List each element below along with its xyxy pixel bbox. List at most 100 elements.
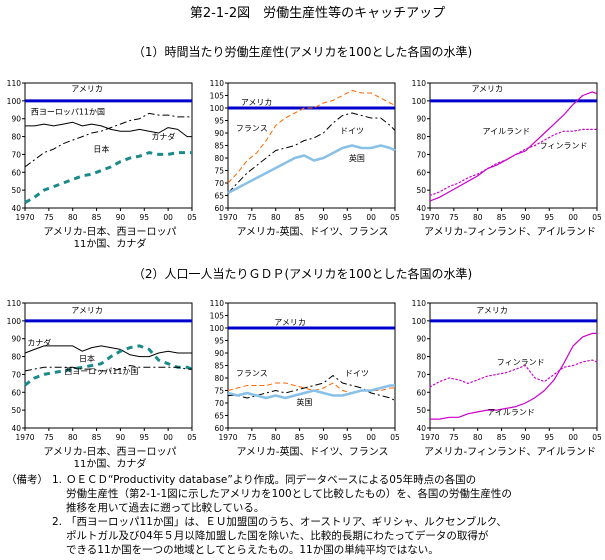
y-tick-label: 70 bbox=[416, 150, 426, 159]
section1-title: （1）時間当たり労働生産性(アメリカを100とした各国の水準) bbox=[132, 45, 473, 59]
x-tick-label: 75 bbox=[44, 433, 54, 442]
series-label: 英国 bbox=[296, 397, 312, 407]
notes-prefix: （備考） bbox=[6, 474, 48, 486]
chart-hourly-productivity-japan-europe-canada: 40 50 60 70 80 90 100 110 1970 75 80 85 90 95 00 05 アメリカ… bbox=[7, 79, 197, 222]
x-tick-label: 00 bbox=[568, 213, 578, 222]
series-label: アメリカ bbox=[241, 98, 273, 107]
x-tick-label: 05 bbox=[187, 213, 197, 222]
x-tick-label: 95 bbox=[545, 433, 555, 442]
x-tick-label: 1970 bbox=[15, 433, 34, 442]
figure-title: 第2-1-2図 労働生産性等のキャッチアップ bbox=[189, 6, 446, 21]
x-tick-label: 75 bbox=[247, 433, 257, 442]
note2-line3: できる11か国を一つの地域としてとらえたもの。11か国の単純平均ではない。 bbox=[66, 544, 439, 556]
plot-frame bbox=[227, 302, 396, 429]
x-tick-label: 75 bbox=[449, 433, 459, 442]
x-tick-label: 85 bbox=[92, 213, 102, 222]
series-label: フランス bbox=[236, 124, 268, 133]
series-label: フィンランド bbox=[540, 142, 588, 151]
x-tick-label: 05 bbox=[390, 213, 400, 222]
series-line bbox=[24, 344, 193, 387]
series-label: アメリカ bbox=[71, 306, 103, 315]
y-tick-label: 60 bbox=[416, 168, 426, 177]
y-tick-label: 60 bbox=[214, 424, 224, 433]
x-tick-label: 95 bbox=[343, 433, 353, 442]
x-tick-label: 85 bbox=[295, 433, 305, 442]
x-tick-label: 1970 bbox=[15, 213, 34, 222]
x-tick-label: 85 bbox=[92, 433, 102, 442]
y-tick-label: 80 bbox=[11, 353, 21, 362]
y-tick-label: 100 bbox=[412, 317, 427, 326]
x-tick-label: 85 bbox=[497, 213, 507, 222]
chart5-caption: アメリカ-英国、ドイツ、フランス bbox=[236, 447, 389, 458]
y-tick-label: 70 bbox=[214, 179, 224, 188]
chart-gdp-per-capita-japan-europe-canada: 40 50 60 70 80 90 100 110 1970 75 80 85 90 95 00 05 アメリカ… bbox=[7, 299, 197, 442]
y-tick-label: 60 bbox=[214, 204, 224, 213]
series-label: カナダ bbox=[27, 337, 51, 347]
series-label: フランス bbox=[236, 369, 268, 378]
y-tick-label: 105 bbox=[210, 312, 225, 321]
y-tick-label: 95 bbox=[214, 117, 224, 126]
x-tick-label: 1970 bbox=[420, 433, 439, 442]
series-label: 日本 bbox=[79, 353, 95, 363]
series-line bbox=[430, 332, 597, 420]
y-tick-label: 105 bbox=[210, 92, 225, 101]
note1-line3: 推移を用いて過去に遡って比較している。 bbox=[66, 502, 265, 514]
x-tick-label: 90 bbox=[521, 433, 531, 442]
chart6-caption: アメリカ-フィンランド、アイルランド bbox=[423, 447, 596, 458]
y-tick-label: 40 bbox=[416, 424, 426, 433]
y-tick-label: 90 bbox=[416, 115, 426, 124]
x-tick-label: 90 bbox=[319, 213, 329, 222]
y-tick-label: 85 bbox=[214, 142, 224, 151]
y-tick-label: 50 bbox=[416, 186, 426, 195]
chart3-caption: アメリカ-フィンランド、アイルランド bbox=[423, 227, 596, 238]
y-tick-label: 80 bbox=[11, 133, 21, 142]
y-tick-label: 90 bbox=[11, 115, 21, 124]
series-line bbox=[227, 90, 396, 184]
y-tick-label: 75 bbox=[214, 167, 224, 176]
y-tick-label: 110 bbox=[412, 299, 427, 308]
x-tick-label: 95 bbox=[140, 213, 150, 222]
series-label: アメリカ bbox=[471, 84, 503, 93]
y-tick-label: 70 bbox=[416, 370, 426, 379]
y-tick-label: 40 bbox=[11, 424, 21, 433]
y-tick-label: 40 bbox=[11, 204, 21, 213]
chart-hourly-productivity-uk-germany-france: 60 65 70 75 80 85 90 95 100 105 110 1970 75 80 85 90 95 0… bbox=[210, 79, 400, 222]
y-tick-label: 50 bbox=[11, 406, 21, 415]
y-tick-label: 100 bbox=[7, 97, 22, 106]
x-tick-label: 05 bbox=[390, 433, 400, 442]
y-tick-label: 100 bbox=[210, 104, 225, 113]
x-tick-label: 95 bbox=[140, 433, 150, 442]
y-tick-label: 110 bbox=[210, 299, 225, 308]
y-tick-label: 80 bbox=[416, 133, 426, 142]
note2-line1: 「西ヨーロッパ11か国」は、ＥＵ加盟国のうち、オーストリア、ギリシャ、ルクセンブ… bbox=[66, 516, 507, 528]
series-label: アメリカ bbox=[274, 318, 306, 327]
series-line bbox=[24, 365, 192, 372]
x-tick-label: 90 bbox=[521, 213, 531, 222]
y-tick-label: 95 bbox=[214, 337, 224, 346]
y-tick-label: 80 bbox=[416, 353, 426, 362]
x-tick-label: 00 bbox=[163, 213, 173, 222]
y-tick-label: 65 bbox=[214, 192, 224, 201]
series-label: 日本 bbox=[93, 144, 109, 154]
note1-line1: ＯＥＣＤ“Productivity database”より作成。同データベースに… bbox=[66, 474, 477, 486]
y-tick-label: 110 bbox=[7, 79, 22, 88]
x-tick-label: 80 bbox=[271, 433, 281, 442]
y-tick-label: 100 bbox=[7, 317, 22, 326]
chart-gdp-per-capita-uk-germany-france: 60 65 70 75 80 85 90 95 100 105 110 1970 75 80 85 90 95 0… bbox=[210, 299, 400, 442]
x-tick-label: 1970 bbox=[218, 213, 237, 222]
series-label: カナダ bbox=[151, 132, 175, 142]
section2-title: （2）人口一人当たりＧＤＰ(アメリカを100とした各国の水準) bbox=[132, 267, 473, 281]
x-tick-label: 00 bbox=[568, 433, 578, 442]
series-label: 英国 bbox=[349, 153, 365, 163]
x-tick-label: 05 bbox=[187, 433, 197, 442]
y-tick-label: 50 bbox=[416, 406, 426, 415]
x-tick-label: 80 bbox=[271, 213, 281, 222]
note2-number: 2. bbox=[52, 516, 63, 528]
y-tick-label: 70 bbox=[11, 370, 21, 379]
series-line bbox=[228, 375, 396, 401]
y-tick-label: 65 bbox=[214, 412, 224, 421]
y-tick-label: 60 bbox=[11, 388, 21, 397]
x-tick-label: 75 bbox=[247, 213, 257, 222]
series-label: フィンランド bbox=[497, 358, 545, 367]
x-tick-label: 1970 bbox=[218, 433, 237, 442]
